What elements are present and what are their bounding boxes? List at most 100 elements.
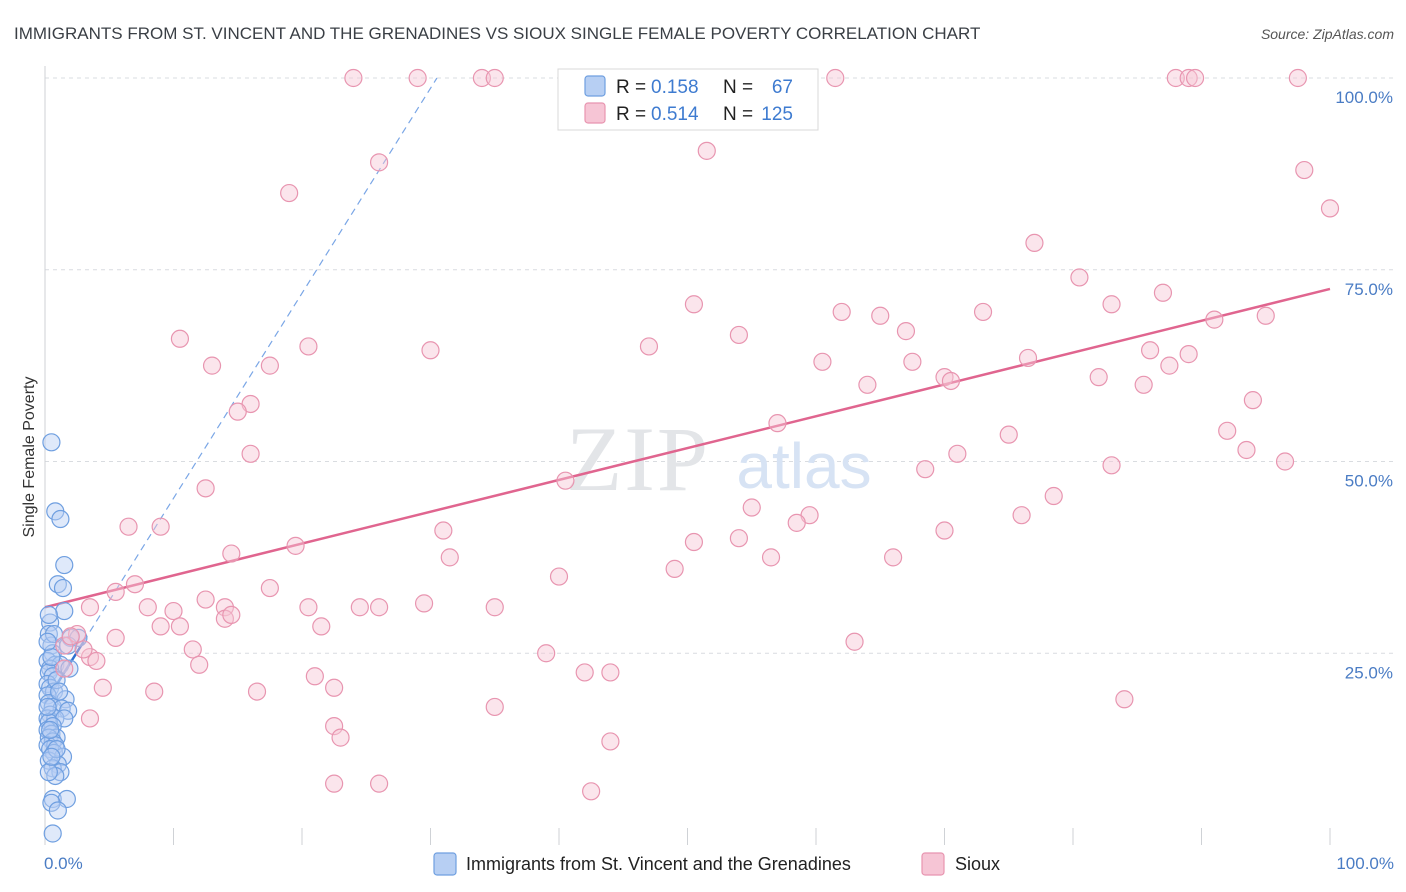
point-pink-20 (832, 302, 851, 322)
point-pink-71 (222, 544, 241, 563)
point-pink-7 (1166, 68, 1185, 88)
point-pink-28 (170, 329, 190, 348)
point-pink-31 (421, 341, 440, 360)
point-pink-21 (871, 306, 890, 325)
point-blue-59 (38, 697, 57, 717)
point-pink-68 (729, 529, 749, 548)
point-pink-53 (1237, 440, 1256, 460)
point-pink-17 (1070, 268, 1089, 287)
point-pink-98 (845, 632, 864, 651)
point-pink-22 (973, 302, 993, 322)
point-pink-92 (151, 617, 170, 636)
point-pink-58 (196, 479, 215, 498)
legend: R = 0.158 N = 67 R = 0.514 N = 125 (557, 68, 819, 131)
point-pink-19 (684, 295, 704, 314)
point-pink-36 (260, 356, 279, 375)
point-pink-12 (370, 153, 389, 172)
point-pink-111 (1115, 690, 1134, 709)
point-pink-10 (1288, 68, 1307, 88)
point-pink-24 (1256, 306, 1275, 325)
point-pink-48 (768, 414, 787, 433)
point-pink-65 (151, 517, 170, 536)
point-pink-67 (935, 521, 954, 540)
point-pink-55 (1102, 456, 1121, 475)
point-pink-119 (582, 782, 601, 801)
point-pink-29 (299, 337, 318, 356)
point-pink-105 (601, 663, 620, 682)
point-pink-8 (1179, 68, 1198, 88)
point-pink-56 (916, 460, 935, 479)
point-pink-3 (485, 68, 504, 88)
point-pink-75 (665, 559, 684, 578)
point-pink-110 (247, 682, 267, 701)
point-pink-11 (697, 141, 716, 160)
point-pink-38 (1018, 348, 1038, 368)
point-pink-82 (80, 598, 100, 617)
point-pink-96 (106, 628, 125, 648)
point-pink-16 (1025, 233, 1044, 253)
point-pink-73 (761, 548, 781, 567)
point-pink-60 (742, 498, 761, 517)
point-pink-26 (729, 325, 749, 345)
legend-swatch-pink (584, 102, 606, 124)
point-pink-30 (639, 337, 659, 356)
y-tick-label-25: 25.0% (1345, 663, 1393, 682)
legend-n-value-1: 67 (772, 77, 793, 98)
y-tick-label-50: 50.0% (1345, 472, 1393, 491)
point-pink-69 (684, 532, 704, 552)
point-pink-91 (222, 605, 241, 625)
point-pink-40 (1089, 368, 1108, 387)
point-pink-66 (434, 521, 453, 540)
point-pink-78 (106, 582, 125, 601)
y-tick-labels: 25.0% 50.0% 75.0% 100.0% (1335, 88, 1393, 682)
point-pink-118 (370, 774, 389, 793)
point-pink-116 (601, 732, 620, 751)
legend-r-value-2: 0.514 (651, 104, 699, 125)
watermark-atlas: atlas (736, 430, 871, 502)
point-pink-83 (138, 598, 157, 617)
point-pink-59 (1044, 486, 1063, 506)
point-blue-7 (41, 613, 60, 632)
point-pink-2 (472, 68, 491, 88)
legend-r-label-2: R = (616, 104, 646, 125)
point-pink-39 (1160, 356, 1179, 375)
point-pink-104 (575, 663, 594, 682)
point-pink-107 (93, 678, 112, 697)
legend-n-label-1: N = (723, 77, 753, 98)
point-blue-3 (55, 555, 74, 575)
point-pink-54 (1275, 452, 1295, 471)
point-blue-56 (39, 605, 58, 625)
point-pink-72 (440, 548, 459, 567)
point-pink-43 (941, 371, 961, 391)
point-pink-108 (325, 678, 344, 697)
point-pink-86 (350, 598, 369, 617)
point-blue-5 (53, 578, 73, 598)
trend-line-blue-dashed (83, 77, 438, 643)
point-pink-6 (826, 68, 845, 88)
bottom-legend-swatch-blue (433, 852, 457, 876)
point-pink-50 (1218, 421, 1237, 440)
point-pink-113 (80, 709, 100, 728)
x-tick-label-left: 0.0% (44, 854, 83, 873)
point-pink-94 (312, 617, 331, 636)
point-pink-9 (1185, 68, 1205, 88)
point-blue-65 (38, 632, 57, 651)
x-tick-label-right: 100.0% (1336, 854, 1394, 873)
point-pink-81 (414, 594, 434, 613)
point-blue-8 (39, 624, 58, 644)
point-pink-97 (55, 636, 74, 655)
point-pink-114 (325, 717, 344, 736)
point-blue-6 (55, 601, 74, 621)
legend-swatch-blue (584, 75, 606, 97)
point-pink-79 (260, 578, 279, 598)
chart-title: IMMIGRANTS FROM ST. VINCENT AND THE GREN… (14, 24, 980, 43)
point-pink-106 (305, 667, 324, 686)
point-pink-15 (1320, 199, 1340, 218)
legend-n-value-2: 125 (761, 104, 793, 125)
point-pink-49 (999, 425, 1018, 444)
point-pink-99 (183, 640, 202, 659)
point-blue-0 (42, 433, 61, 452)
legend-r-value-1: 0.158 (651, 77, 699, 98)
point-pink-103 (55, 659, 74, 678)
